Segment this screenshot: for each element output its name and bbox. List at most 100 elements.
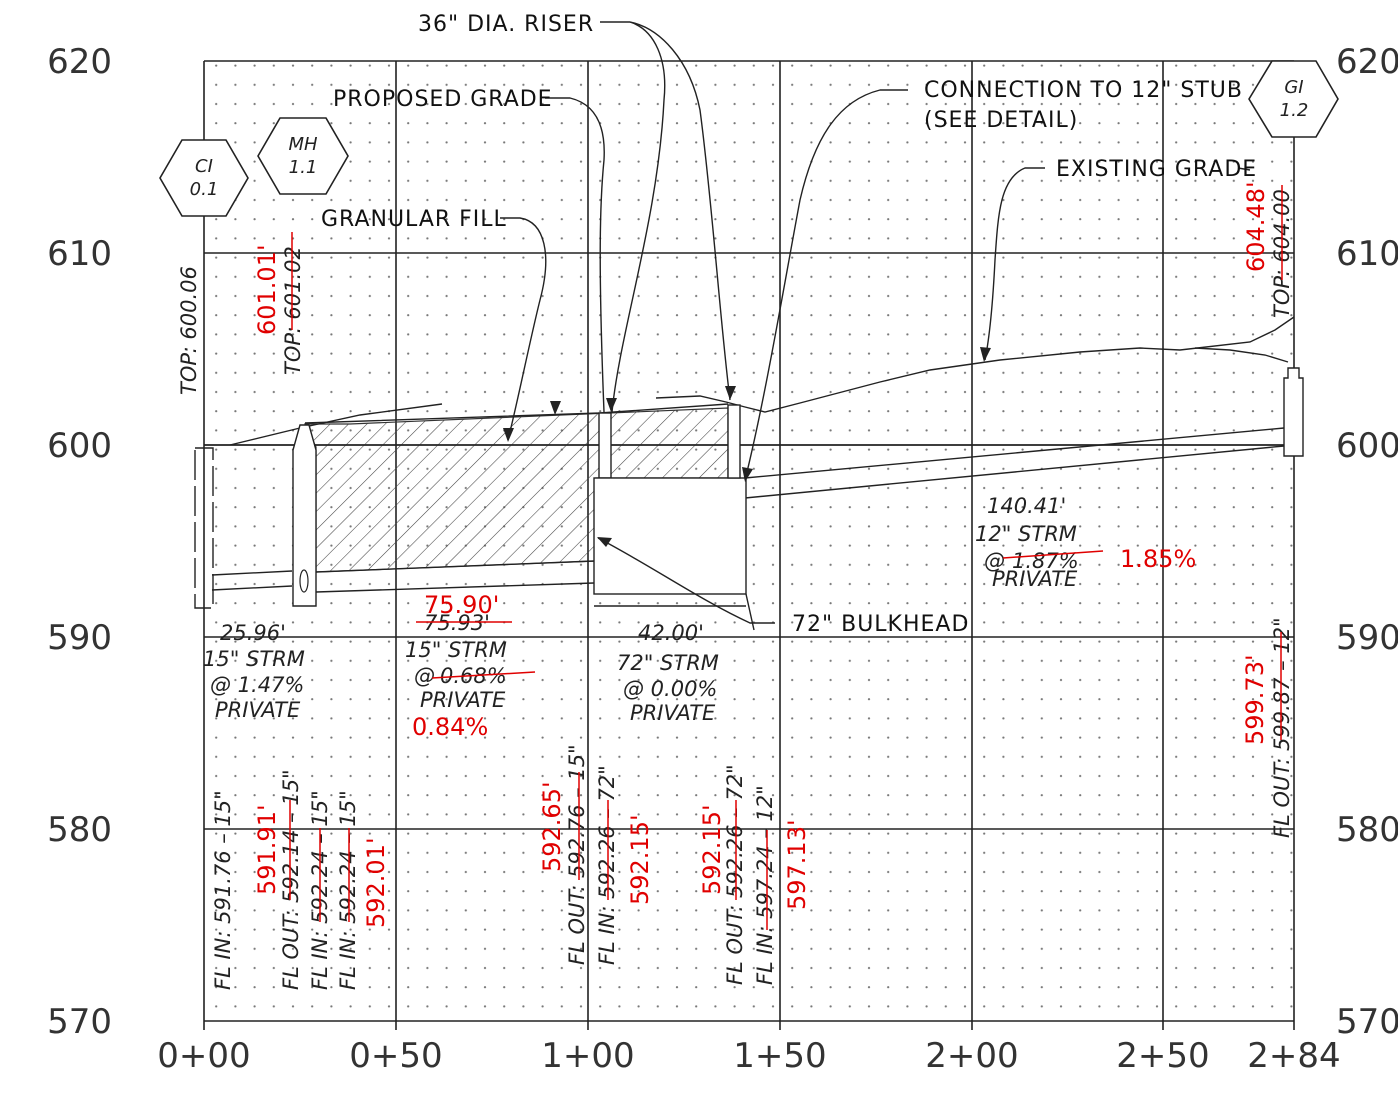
mh-invert-out: FL OUT: 592.14 – 15"	[279, 769, 303, 990]
pipe-1-size: 15" STRM	[203, 647, 305, 671]
b1-invert-in-new: 592.15'	[626, 814, 654, 905]
proposed-grade-callout: PROPOSED GRADE	[333, 87, 553, 112]
ci-invert-in: FL IN: 591.76 – 15"	[211, 790, 235, 990]
gi-structure	[1283, 367, 1304, 457]
b2-invert-out: FL OUT: 592.26 – 72"	[723, 764, 747, 985]
pipe-1-length: 25.96'	[220, 621, 286, 645]
pipe-2-slope-new: 0.84%	[412, 713, 488, 741]
b1-invert-in: FL IN: 592.26 – 72"	[595, 765, 619, 965]
elev-label: 620	[1336, 42, 1398, 82]
riser-callout: 36" DIA. RISER	[418, 12, 594, 37]
station-label: 0+00	[157, 1036, 250, 1076]
connection-callout: CONNECTION TO 12" STUB	[924, 78, 1243, 103]
elev-label: 580	[1336, 810, 1398, 850]
pipe-2-length-old: 75.93'	[424, 611, 490, 635]
granular-fill-callout: GRANULAR FILL	[321, 207, 507, 232]
gi-number: 1.2	[1280, 100, 1309, 121]
station-label: 2+84	[1247, 1036, 1340, 1076]
bulkhead-riser	[727, 404, 741, 479]
invert-labels: FL IN: 591.76 – 15" FL OUT: 592.14 – 15"…	[211, 617, 1294, 990]
mh-top-elevation-old: TOP: 601.02	[281, 246, 305, 375]
elev-label: 600	[47, 426, 112, 466]
leader-arrow	[980, 347, 991, 362]
mh-hex-badge: MH 1.1	[257, 117, 349, 195]
elev-label: 570	[47, 1002, 112, 1042]
mh-top-elevation-new: 601.01'	[253, 244, 281, 335]
ci-top-elevation: TOP: 600.06	[177, 266, 201, 395]
pipe-3-length: 42.00'	[638, 621, 704, 645]
elev-label: 590	[47, 618, 112, 658]
pipe-1-owner: PRIVATE	[215, 698, 301, 722]
elev-label: 610	[47, 234, 112, 274]
ci-hex-badge: CI 0.1	[159, 139, 249, 217]
station-labels: 0+00 0+50 1+00 1+50 2+00 2+50 2+84	[157, 1036, 1340, 1076]
elev-label: 590	[1336, 618, 1398, 658]
gi-invert-out: FL OUT: 599.87 – 12"	[1270, 617, 1294, 838]
station-label: 2+50	[1116, 1036, 1209, 1076]
elevation-labels-left: 620 610 600 590 580 570	[47, 42, 112, 1042]
station-label: 2+00	[925, 1036, 1018, 1076]
pipe-lines	[204, 427, 1294, 593]
b1-invert-out-new: 592.65'	[538, 781, 566, 872]
leader-arrow	[503, 428, 514, 442]
connection-detail-callout: (SEE DETAIL)	[924, 108, 1078, 133]
pipe-4-size: 12" STRM	[975, 522, 1077, 546]
elev-label: 600	[1336, 426, 1398, 466]
gi-top-elevation-new: 604.48'	[1242, 181, 1270, 272]
gi-label: GI	[1284, 77, 1303, 98]
station-label: 1+00	[541, 1036, 634, 1076]
pipe-2-owner: PRIVATE	[420, 688, 506, 712]
pipe-4-length: 140.41'	[987, 494, 1066, 518]
pipe-72-taper	[745, 593, 755, 631]
pipe-3-owner: PRIVATE	[630, 701, 716, 725]
b2-invert-in-new: 597.13'	[783, 819, 811, 910]
pipe-4-slope-new: 1.85%	[1120, 545, 1196, 573]
leader-arrow	[742, 467, 753, 482]
mh-label: MH	[288, 134, 318, 155]
leader-arrow	[606, 398, 617, 412]
pipe-4-slope-prefix: @	[984, 549, 1005, 573]
station-label: 0+50	[349, 1036, 442, 1076]
elev-label: 620	[47, 42, 112, 82]
riser-structure	[598, 412, 612, 479]
pipe-2-label: 75.90' 75.93' 15" STRM @ 0.68% PRIVATE 0…	[405, 591, 536, 741]
gi-hex-badge: GI 1.2	[1248, 60, 1339, 138]
b1-invert-out: FL OUT: 592.76 – 15"	[565, 744, 589, 965]
b2-invert-in: FL IN: 597.24 – 12"	[753, 785, 777, 985]
station-label: 1+50	[733, 1036, 826, 1076]
mh-invert-in-new: 592.01'	[362, 837, 390, 928]
bulkhead-callout: 72" BULKHEAD	[792, 612, 969, 637]
ci-number: 0.1	[190, 179, 219, 200]
pipe-2-size: 15" STRM	[405, 638, 507, 662]
pipe-3-size: 72" STRM	[617, 651, 719, 675]
mh-invert-in-2: FL IN: 592.24 – 15"	[336, 790, 360, 990]
pipe-2-slope-prefix: @	[414, 664, 435, 688]
pipe-4-label: 140.41' 12" STRM @ 1.87% PRIVATE 1.85%	[975, 494, 1196, 591]
callout-leaders	[500, 21, 1251, 624]
pipe-2-length-new: 75.90'	[424, 591, 499, 619]
existing-grade-line	[1194, 347, 1289, 363]
elevation-labels-right: 620 610 600 590 580 570	[1336, 42, 1398, 1042]
pipe-1-slope: @ 1.47%	[210, 673, 304, 697]
elev-label: 610	[1336, 234, 1398, 274]
leader-arrow	[597, 537, 612, 547]
pipe-3-slope: @ 0.00%	[623, 677, 717, 701]
mh-number: 1.1	[289, 157, 318, 178]
mh-pipe-opening	[299, 569, 309, 593]
ci-label: CI	[195, 156, 213, 177]
pipe-4-owner: PRIVATE	[992, 567, 1078, 591]
gi-invert-out-new: 599.73'	[1241, 654, 1269, 745]
leader-arrow	[725, 386, 736, 400]
elev-label: 570	[1336, 1002, 1398, 1042]
mh-invert-out-new: 591.91'	[253, 804, 281, 895]
pipe-3-label: 42.00' 72" STRM @ 0.00% PRIVATE	[617, 621, 719, 725]
strike-line	[431, 671, 536, 679]
existing-grade-callout: EXISTING GRADE	[1056, 157, 1257, 182]
b2-invert-out-new: 592.15'	[698, 804, 726, 895]
ci-structure	[194, 447, 214, 609]
strike-line	[1002, 550, 1104, 559]
leader-arrow	[550, 401, 561, 415]
mh-structure	[292, 424, 317, 607]
existing-grade-line	[655, 316, 1295, 413]
